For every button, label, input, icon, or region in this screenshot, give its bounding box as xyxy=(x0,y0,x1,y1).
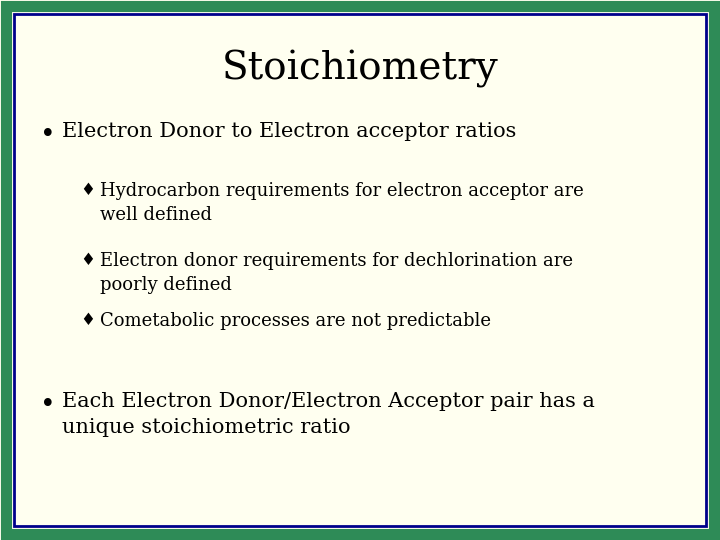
Text: Hydrocarbon requirements for electron acceptor are
well defined: Hydrocarbon requirements for electron ac… xyxy=(100,182,584,224)
Text: ♦: ♦ xyxy=(80,252,95,269)
Text: Electron donor requirements for dechlorination are
poorly defined: Electron donor requirements for dechlori… xyxy=(100,252,573,294)
Text: Each Electron Donor/Electron Acceptor pair has a
unique stoichiometric ratio: Each Electron Donor/Electron Acceptor pa… xyxy=(62,392,595,437)
FancyBboxPatch shape xyxy=(6,6,714,534)
Text: Stoichiometry: Stoichiometry xyxy=(222,50,498,88)
Text: •: • xyxy=(40,392,55,417)
Text: Cometabolic processes are not predictable: Cometabolic processes are not predictabl… xyxy=(100,312,491,330)
Text: ♦: ♦ xyxy=(80,182,95,199)
Text: Electron Donor to Electron acceptor ratios: Electron Donor to Electron acceptor rati… xyxy=(62,122,516,141)
Text: ♦: ♦ xyxy=(80,312,95,329)
Text: •: • xyxy=(40,122,55,147)
